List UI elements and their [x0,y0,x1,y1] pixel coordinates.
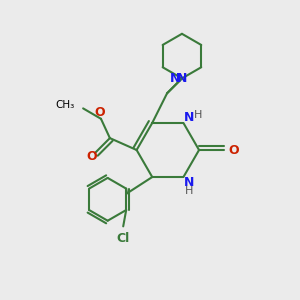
Text: O: O [86,150,97,163]
Text: CH₃: CH₃ [55,100,74,110]
Text: O: O [94,106,105,119]
Text: Cl: Cl [117,232,130,245]
Text: H: H [184,186,193,196]
Text: H: H [194,110,202,120]
Text: N: N [184,176,194,189]
Text: N: N [170,72,181,85]
Text: N: N [177,72,187,85]
Text: N: N [184,111,194,124]
Text: O: O [229,143,239,157]
